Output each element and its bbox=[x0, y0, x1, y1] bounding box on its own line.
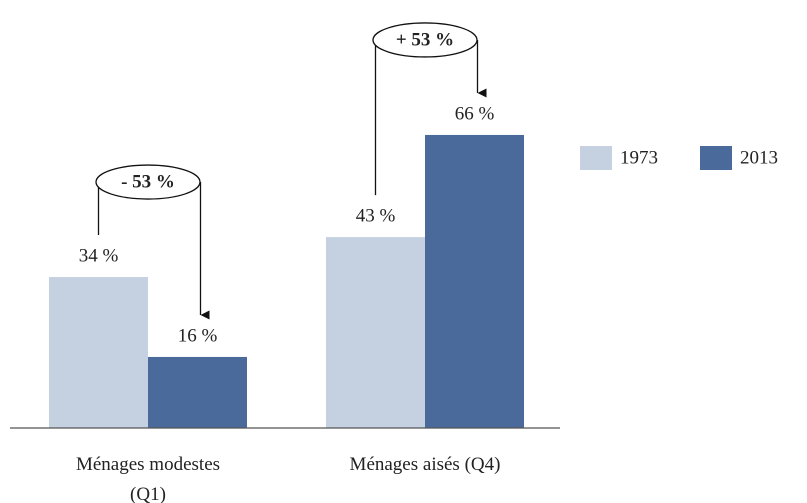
annotation-text: + 53 % bbox=[396, 29, 454, 50]
data-label: 16 % bbox=[178, 325, 218, 346]
bar bbox=[326, 237, 425, 428]
legend-swatch bbox=[700, 146, 732, 170]
legend-label: 1973 bbox=[620, 147, 658, 168]
category-label: Ménages aisés (Q4) bbox=[349, 454, 501, 475]
bar bbox=[148, 356, 247, 428]
legend-swatch bbox=[580, 146, 612, 170]
legend-label: 2013 bbox=[740, 147, 778, 168]
annotation-ellipse bbox=[95, 164, 201, 200]
data-label: 66 % bbox=[455, 103, 495, 124]
annotation-text: - 53 % bbox=[121, 171, 175, 192]
annotation-ellipse bbox=[372, 22, 478, 58]
bar bbox=[425, 134, 524, 428]
category-label: Ménages modestes (Q1) bbox=[75, 454, 221, 503]
data-label: 34 % bbox=[79, 245, 119, 266]
bar bbox=[49, 277, 148, 428]
data-label: 43 % bbox=[356, 205, 396, 226]
